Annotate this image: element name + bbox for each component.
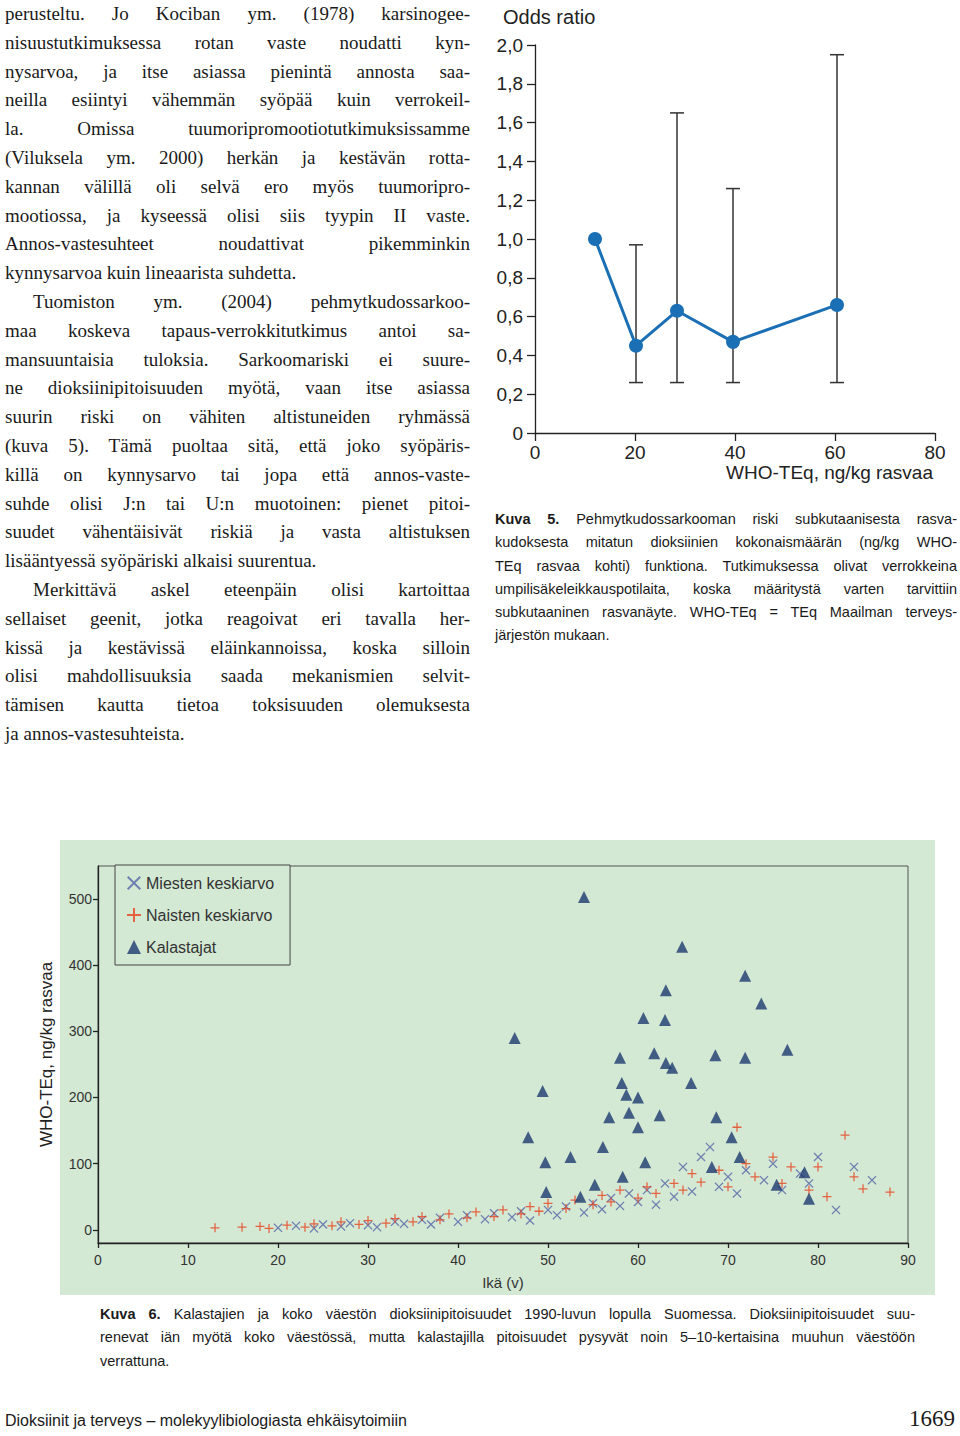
html-text:perusteltu. Jo Kociban ym. (19: perusteltu. Jo Kociban ym. (1978) karsin… [5,3,470,24]
html-text:suhde olisi J:n tai U:n muotoi: suhde olisi J:n tai U:n muotoinen: piene… [5,492,470,514]
html-text:maa koskeva tapaus-verrokkitut: maa koskeva tapaus-verrokkitutkimus anto… [5,319,470,341]
svg-text:1,0: 1,0 [497,229,523,250]
svg-text:1,4: 1,4 [497,151,524,172]
svg-text:Odds ratio: Odds ratio [503,6,595,28]
svg-text:20: 20 [270,1252,286,1268]
svg-text:0: 0 [512,423,523,444]
svg-text:WHO-TEq, ng/kg rasvaa: WHO-TEq, ng/kg rasvaa [726,462,933,483]
html-text:killä on kynnysarvo tai jopa e: killä on kynnysarvo tai jopa että annos-… [5,463,470,485]
html-text:ne dioksiinipitoisuuden myötä,: ne dioksiinipitoisuuden myötä, vaan itse… [5,377,470,399]
html-text:lisääntyessä syöpäriski alkais: lisääntyessä syöpäriski alkaisi suurentu… [5,550,317,572]
svg-text:500: 500 [69,891,93,907]
svg-text:30: 30 [360,1252,376,1268]
svg-text:70: 70 [720,1252,736,1268]
html-text:la. Omissa tuumoripromootiotut: la. Omissa tuumoripromootiotutkimuksissa… [5,118,470,140]
svg-text:Naisten keskiarvo: Naisten keskiarvo [146,907,272,924]
html-text:ja annos-vastesuhteista.: ja annos-vastesuhteista. [5,722,185,744]
svg-text:80: 80 [924,442,945,463]
svg-text:0,8: 0,8 [497,267,523,288]
html-text:nisuustutkimuksessa rotan vast: nisuustutkimuksessa rotan vaste noudatti… [5,31,470,53]
html-text:(Viluksela ym. 2000) herkän ja: (Viluksela ym. 2000) herkän ja kestävän … [5,147,470,168]
svg-text:0: 0 [84,1222,92,1238]
html-text:kudoksesta mitatun dioksiinien: kudoksesta mitatun dioksiinien kokonaism… [495,534,957,551]
svg-text:2,0: 2,0 [497,35,523,56]
html-text:neilla esiintyi vähemmän syöpä: neilla esiintyi vähemmän syöpää kuin ver… [5,89,470,111]
html-text:renevat iän myötä koko väestös: renevat iän myötä koko väestössä, mutta … [100,1329,915,1346]
svg-text:0: 0 [94,1252,102,1268]
html-text:sellaiset geenit, jotka reagoi: sellaiset geenit, jotka reagoivat eri ta… [5,607,470,629]
html-text:olisi mahdollisuuksia saada me: olisi mahdollisuuksia saada mekanismien … [5,665,470,687]
svg-text:40: 40 [724,442,745,463]
svg-text:20: 20 [624,442,645,463]
html-text:nysarvoa, ja itse asiassa pien: nysarvoa, ja itse asiassa pienintä annos… [5,60,470,82]
html-text:kynnysarvoa kuin lineaarista s: kynnysarvoa kuin lineaarista suhdetta. [5,262,297,284]
svg-text:1,2: 1,2 [497,190,523,211]
svg-text:10: 10 [180,1252,196,1268]
svg-text:0,6: 0,6 [497,306,523,327]
svg-text:0,4: 0,4 [497,345,524,366]
html-text:järjestön mukaan.: järjestön mukaan. [495,627,610,644]
svg-text:400: 400 [69,957,93,973]
html-text:suudet vähentäisivät riskiä ja: suudet vähentäisivät riskiä ja vasta alt… [5,521,470,543]
svg-text:0,2: 0,2 [497,384,523,405]
svg-text:200: 200 [69,1089,93,1105]
svg-text:80: 80 [810,1252,826,1268]
svg-text:90: 90 [900,1252,916,1268]
html-text:(kuva 5). Tämä puoltaa sitä, e: (kuva 5). Tämä puoltaa sitä, että joko s… [5,435,470,456]
html-text:Dioksiinit ja terveys – moleky: Dioksiinit ja terveys – molekyylibiologi… [5,1412,407,1429]
svg-text:1,6: 1,6 [497,112,523,133]
svg-text:50: 50 [540,1252,556,1268]
svg-text:Miesten keskiarvo: Miesten keskiarvo [146,875,274,892]
html-text:kissä ja kestävissä eläinkanno: kissä ja kestävissä eläinkannoissa, kosk… [5,636,470,658]
svg-text:300: 300 [69,1023,93,1039]
svg-text:Ikä (v): Ikä (v) [482,1274,524,1291]
html-text:Tuomiston ym. (2004) pehmytkud: Tuomiston ym. (2004) pehmytkudossarkoo- [33,291,470,312]
html-text:tämisen kautta tietoa toksisuu: tämisen kautta tietoa toksisuuden olemuk… [5,694,470,716]
html-text:Kuva 5. Pehmytkudossarkooman r: Kuva 5. Pehmytkudossarkooman riski subku… [495,511,957,527]
html-text:1669: 1669 [909,1406,955,1431]
html-text:mansuuntaisia tuloksia. Sarkoo: mansuuntaisia tuloksia. Sarkoomariski ei… [5,348,470,370]
html-text:subkutaaninen rasvanäyte. WHO-: subkutaaninen rasvanäyte. WHO-TEq = TEq … [495,604,957,621]
svg-text:60: 60 [824,442,845,463]
html-text:TEq rasvaa kohti) funktiona. T: TEq rasvaa kohti) funktiona. Tutkimukses… [495,557,957,574]
svg-text:60: 60 [630,1252,646,1268]
html-text:umpilisäkeleikkauspotilaita, k: umpilisäkeleikkauspotilaita, koska määri… [495,580,957,597]
html-text:mootiossa, ja kyseessä olisi s: mootiossa, ja kyseessä olisi siis tyypin… [5,204,470,226]
svg-text:0: 0 [530,442,541,463]
html-text:Annos-vastesuhteet noudattivat: Annos-vastesuhteet noudattivat pikemmink… [5,233,470,255]
html-text:Merkittävä askel eteenpäin oli: Merkittävä askel eteenpäin olisi kartoit… [33,578,470,600]
html-text:verrattuna.: verrattuna. [100,1352,170,1369]
html-text:suurin riski on vähiten altist: suurin riski on vähiten altistuneiden ry… [5,406,470,428]
html-text:Kuva 6. Kalastajien ja koko vä: Kuva 6. Kalastajien ja koko väestön diok… [100,1306,915,1322]
svg-text:40: 40 [450,1252,466,1268]
html-text:kannan välillä oli selvä ero m: kannan välillä oli selvä ero myös tuumor… [5,175,470,197]
svg-text:WHO-TEq, ng/kg rasvaa: WHO-TEq, ng/kg rasvaa [37,961,56,1147]
svg-text:1,8: 1,8 [497,73,523,94]
svg-text:100: 100 [69,1156,93,1172]
svg-text:Kalastajat: Kalastajat [146,939,217,956]
